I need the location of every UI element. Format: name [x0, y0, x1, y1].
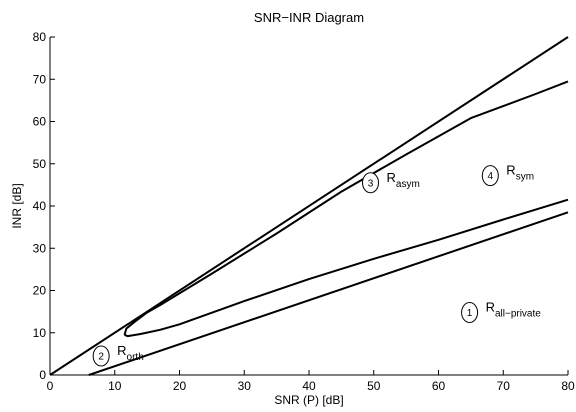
- x-tick-label: 10: [108, 379, 122, 393]
- region-subscript: asym: [396, 179, 420, 190]
- y-tick-label: 40: [33, 199, 47, 213]
- boundary-curve: [124, 198, 569, 338]
- region-subscript: sym: [516, 172, 534, 183]
- boundary-curve: [49, 36, 569, 376]
- region-name: R: [117, 343, 126, 358]
- x-tick-label: 0: [47, 379, 54, 393]
- region-number: 2: [98, 351, 104, 362]
- region-label: Rorth: [117, 343, 144, 363]
- y-tick-label: 80: [33, 30, 47, 44]
- region-name: R: [506, 163, 515, 178]
- boundary-curve: [88, 211, 569, 376]
- region-name: R: [387, 170, 396, 185]
- chart-title: SNR−INR Diagram: [254, 10, 364, 25]
- x-tick-label: 50: [367, 379, 381, 393]
- region-number: 3: [368, 178, 374, 189]
- y-tick-label: 0: [39, 368, 46, 382]
- x-tick-label: 80: [561, 379, 575, 393]
- y-tick-label: 70: [33, 72, 47, 86]
- region-subscript: all−private: [495, 308, 541, 319]
- x-tick-label: 30: [238, 379, 252, 393]
- x-tick-label: 70: [497, 379, 511, 393]
- region-marker: [481, 165, 499, 187]
- y-tick-label: 20: [33, 284, 47, 298]
- x-tick-label: 60: [432, 379, 446, 393]
- x-tick-label: 40: [302, 379, 316, 393]
- y-axis-label: INR [dB]: [10, 183, 24, 228]
- region-number: 4: [488, 171, 494, 182]
- boundary-curve: [123, 80, 569, 336]
- region-marker: [461, 301, 479, 323]
- region-marker: [362, 172, 380, 194]
- y-tick-label: 10: [33, 326, 47, 340]
- region-marker: [92, 345, 110, 367]
- region-number: 1: [467, 308, 473, 319]
- region-label: Rsym: [506, 163, 534, 183]
- y-tick-label: 50: [33, 157, 47, 171]
- y-tick-label: 60: [33, 115, 47, 129]
- region-label: Rasym: [387, 170, 420, 190]
- region-subscript: orth: [127, 352, 144, 363]
- y-tick-label: 30: [33, 241, 47, 255]
- x-tick-label: 20: [173, 379, 187, 393]
- region-label: Rall−private: [486, 299, 542, 319]
- x-axis-label: SNR (P) [dB]: [274, 393, 343, 407]
- region-name: R: [486, 299, 495, 314]
